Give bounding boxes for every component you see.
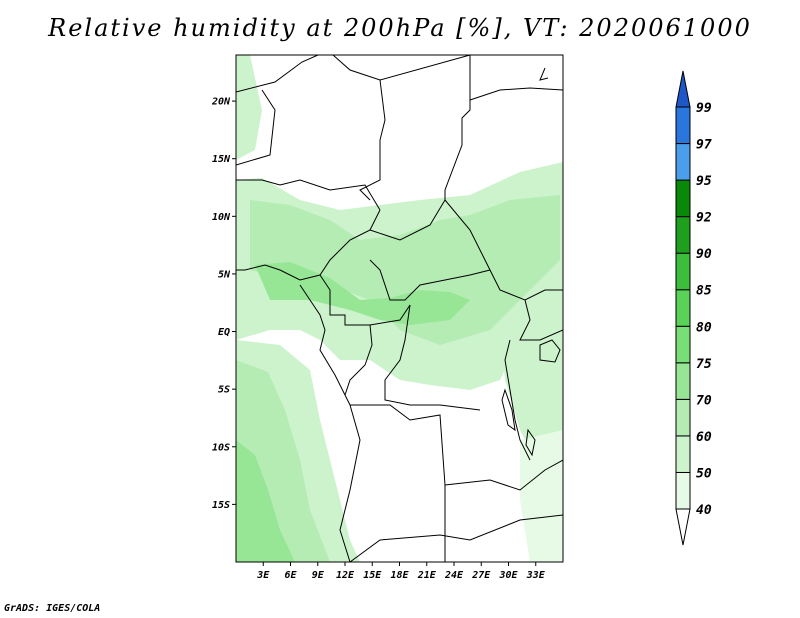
colorbar-label: 97 <box>696 138 712 153</box>
lat-tick-label: 5S <box>218 385 230 396</box>
humidity-region-far-north-west <box>236 55 262 160</box>
colorbar-segment <box>675 106 691 145</box>
colorbar-label: 92 <box>696 211 712 226</box>
border-line <box>344 324 373 396</box>
lat-tick-label: 15S <box>212 500 230 511</box>
humidity-region-north-band-dense <box>250 195 560 345</box>
border-line <box>319 274 411 326</box>
lake-outline <box>501 388 516 432</box>
border-line <box>444 459 563 491</box>
lat-tick-label: 20N <box>211 97 231 108</box>
border-line <box>369 199 446 241</box>
colorbar-label: 99 <box>696 101 712 116</box>
lake-outline <box>525 428 536 457</box>
lon-tick-label: 15E <box>363 570 382 581</box>
border-line <box>236 179 381 211</box>
colorbar-segment <box>675 325 691 364</box>
border-line <box>299 284 351 406</box>
lon-tick-label: 18E <box>390 570 409 581</box>
lat-tick-label: 10N <box>212 212 231 223</box>
lon-tick-label: 3E <box>256 570 270 581</box>
border-line <box>384 304 481 411</box>
humidity-region-southwest-core <box>236 440 295 562</box>
country-borders <box>236 55 563 562</box>
colorbar-label: 60 <box>696 430 712 445</box>
lon-tick-label: 6E <box>284 570 297 581</box>
colorbar-segment <box>675 471 691 510</box>
border-line <box>349 514 563 562</box>
latitude-axis: 20N 15N 10N 5N EQ 5S 10S 15S <box>211 97 236 511</box>
lon-tick-label: 9E <box>312 570 325 581</box>
colorbar-label: 40 <box>696 503 712 518</box>
grads-credit: GrADS: IGES/COLA <box>4 603 101 614</box>
colorbar-segment <box>675 435 691 473</box>
border-line <box>236 209 381 281</box>
lake-outline <box>539 339 561 363</box>
colorbar-label: 85 <box>696 284 712 299</box>
border-line <box>444 55 471 200</box>
colorbar-segment <box>675 70 691 108</box>
border-line <box>359 79 386 201</box>
colorbar-segment <box>675 143 691 181</box>
colorbar-segment <box>675 289 691 327</box>
border-line <box>504 339 531 461</box>
colorbar-label: 90 <box>696 247 712 262</box>
colorbar-segment <box>675 179 691 218</box>
longitude-axis: 3E 6E 9E 12E 15E 18E 21E 24E 27E 30E 33E <box>256 562 546 581</box>
colorbar-segment <box>675 216 691 254</box>
border-line <box>444 199 563 301</box>
colorbar: 40 50 60 70 75 80 85 90 92 95 97 99 <box>675 70 712 546</box>
border-line <box>469 87 563 101</box>
humidity-shading <box>236 55 563 562</box>
lat-tick-label: 5N <box>218 269 231 280</box>
lon-tick-label: 30E <box>498 570 518 581</box>
lat-tick-label: EQ <box>218 327 230 338</box>
colorbar-segment <box>675 362 691 400</box>
lon-tick-label: 12E <box>336 570 355 581</box>
border-line <box>236 55 319 93</box>
border-line <box>350 404 446 562</box>
lon-tick-label: 21E <box>417 570 437 581</box>
border-line <box>539 67 549 81</box>
border-line <box>339 404 361 562</box>
lat-tick-label: 15N <box>212 154 231 165</box>
colorbar-label: 75 <box>696 357 712 372</box>
border-line <box>369 259 491 301</box>
lon-tick-label: 24E <box>444 570 464 581</box>
lat-tick-label: 10S <box>212 442 230 453</box>
colorbar-label: 70 <box>696 393 712 408</box>
lon-tick-label: 27E <box>471 570 491 581</box>
colorbar-segment <box>675 398 691 437</box>
colorbar-segment <box>675 508 691 546</box>
colorbar-label: 50 <box>696 466 712 481</box>
colorbar-label: 95 <box>696 174 712 189</box>
map-title: Relative humidity at 200hPa [%], VT: 202… <box>48 14 752 42</box>
humidity-region-southeast <box>520 430 563 562</box>
border-line <box>236 89 276 166</box>
border-line <box>332 55 471 81</box>
colorbar-label: 80 <box>696 320 712 335</box>
lon-tick-label: 33E <box>526 570 546 581</box>
colorbar-segment <box>675 252 691 291</box>
border-line <box>519 299 563 341</box>
